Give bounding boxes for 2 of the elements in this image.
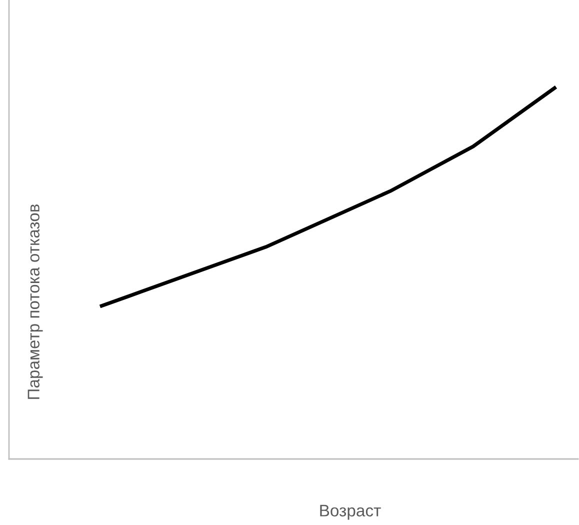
x-axis-title: Возраст (320, 504, 381, 520)
y-axis-title: Параметр потока отказов (28, 204, 43, 399)
